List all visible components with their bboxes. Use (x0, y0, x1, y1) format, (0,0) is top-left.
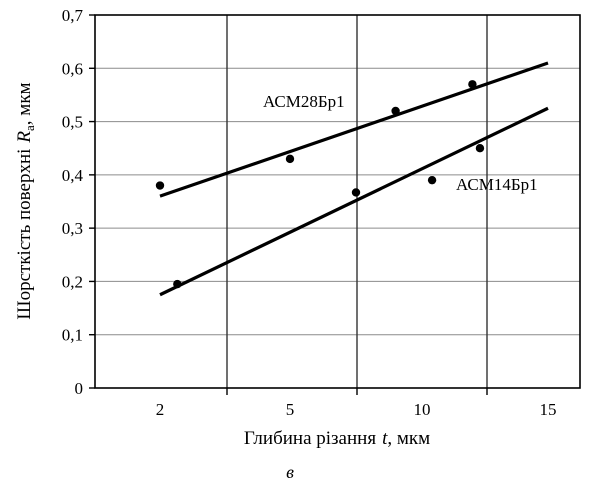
y-tick-label: 0,4 (62, 166, 84, 185)
y-axis-title: Шорсткість поверхніRa, мкм (14, 82, 37, 319)
x-tick-label: 5 (286, 400, 295, 419)
data-point-series-0 (475, 144, 485, 153)
x-axis-title: Глибина різання t, мкм (244, 428, 430, 449)
data-point-series-1 (173, 279, 182, 289)
panel-label: в (286, 462, 294, 482)
data-point-series-0 (391, 106, 400, 116)
x-tick-label: 15 (540, 400, 557, 419)
data-point-series-0 (468, 80, 477, 89)
y-tick-label: 0,2 (62, 272, 83, 291)
data-point-series-1 (427, 175, 437, 185)
y-tick-label: 0,5 (62, 113, 83, 132)
series-label-acm14: АСМ14Бр1 (456, 175, 538, 194)
y-tick-label: 0,6 (62, 59, 83, 78)
y-axis: 0 0,1 0,2 0,3 0,4 0,5 0,6 0,7 (62, 6, 95, 398)
y-tick-label: 0 (75, 379, 84, 398)
fit-line-series-0 (159, 61, 549, 198)
data-point-series-0 (155, 181, 165, 190)
data-points (155, 80, 485, 289)
y-tick-label: 0,3 (62, 219, 83, 238)
plot-frame (94, 14, 581, 389)
series-label-acm28: АСМ28Бр1 (263, 92, 345, 111)
grid (95, 15, 580, 388)
y-tick-label: 0,7 (62, 6, 84, 25)
data-point-series-0 (285, 154, 295, 164)
fit-line-series-1 (159, 106, 549, 297)
y-tick-label: 0,1 (62, 326, 83, 345)
x-axis: 2 5 10 15 (156, 388, 557, 419)
x-tick-label: 10 (414, 400, 431, 419)
x-tick-label: 2 (156, 400, 165, 419)
data-point-series-1 (351, 188, 361, 197)
fit-lines (159, 61, 549, 297)
